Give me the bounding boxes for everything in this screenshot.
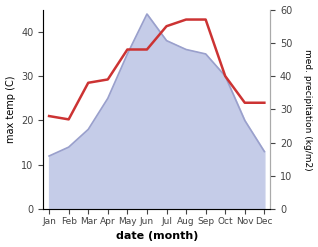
Y-axis label: med. precipitation (kg/m2): med. precipitation (kg/m2): [303, 49, 313, 170]
X-axis label: date (month): date (month): [115, 231, 198, 242]
Y-axis label: max temp (C): max temp (C): [5, 76, 16, 143]
